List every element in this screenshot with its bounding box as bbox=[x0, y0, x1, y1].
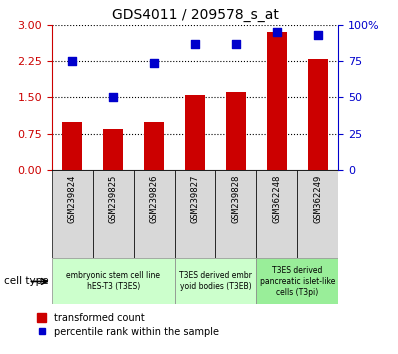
Bar bbox=[308, 59, 328, 170]
Text: GSM239824: GSM239824 bbox=[68, 174, 77, 223]
Bar bbox=[62, 121, 82, 170]
Text: cell type: cell type bbox=[4, 276, 49, 286]
Bar bbox=[226, 92, 246, 170]
Text: GSM239828: GSM239828 bbox=[232, 174, 240, 223]
Text: T3ES derived embr
yoid bodies (T3EB): T3ES derived embr yoid bodies (T3EB) bbox=[179, 272, 252, 291]
Text: GSM362248: GSM362248 bbox=[272, 174, 281, 223]
FancyBboxPatch shape bbox=[256, 258, 338, 304]
FancyBboxPatch shape bbox=[175, 170, 215, 258]
Bar bbox=[185, 95, 205, 170]
Text: T3ES derived
pancreatic islet-like
cells (T3pi): T3ES derived pancreatic islet-like cells… bbox=[259, 266, 335, 297]
FancyBboxPatch shape bbox=[134, 170, 175, 258]
Text: embryonic stem cell line
hES-T3 (T3ES): embryonic stem cell line hES-T3 (T3ES) bbox=[66, 272, 160, 291]
Point bbox=[192, 41, 198, 46]
Text: GSM239827: GSM239827 bbox=[191, 174, 199, 223]
Point bbox=[274, 29, 280, 35]
FancyBboxPatch shape bbox=[297, 170, 338, 258]
Bar bbox=[144, 121, 164, 170]
Text: GSM239826: GSM239826 bbox=[150, 174, 158, 223]
FancyBboxPatch shape bbox=[256, 170, 297, 258]
FancyBboxPatch shape bbox=[175, 258, 256, 304]
Point bbox=[69, 58, 75, 64]
Text: GSM362249: GSM362249 bbox=[313, 174, 322, 223]
Point bbox=[233, 41, 239, 46]
Bar bbox=[267, 32, 287, 170]
Title: GDS4011 / 209578_s_at: GDS4011 / 209578_s_at bbox=[111, 8, 279, 22]
Text: GSM239825: GSM239825 bbox=[109, 174, 118, 223]
Point bbox=[110, 95, 116, 100]
FancyBboxPatch shape bbox=[215, 170, 256, 258]
Point bbox=[151, 60, 157, 65]
Bar bbox=[103, 129, 123, 170]
FancyBboxPatch shape bbox=[52, 170, 93, 258]
FancyBboxPatch shape bbox=[52, 258, 175, 304]
Legend: transformed count, percentile rank within the sample: transformed count, percentile rank withi… bbox=[37, 313, 219, 337]
FancyBboxPatch shape bbox=[93, 170, 134, 258]
Point bbox=[315, 32, 321, 38]
